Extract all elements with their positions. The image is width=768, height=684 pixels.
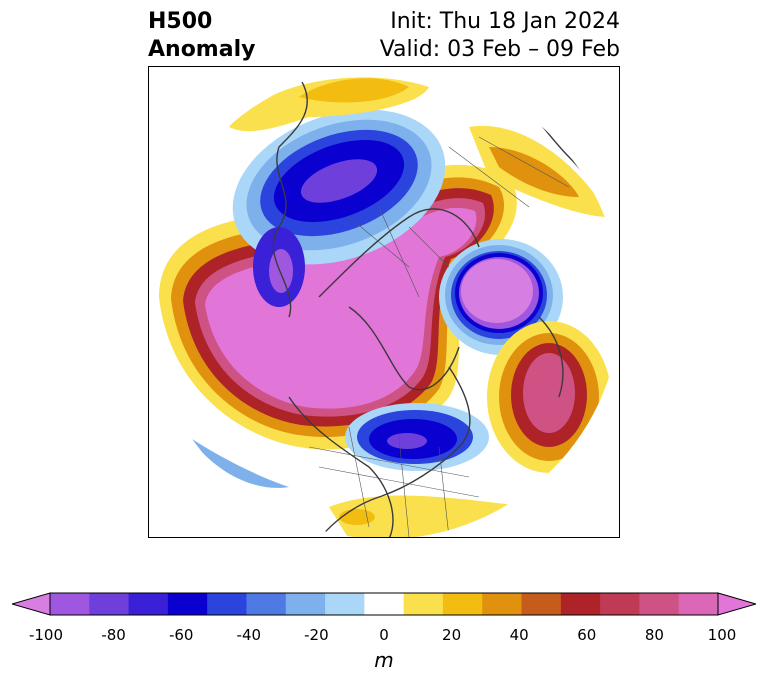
colorbar-tick-label: 100 xyxy=(707,626,737,644)
colorbar-tick-label: 0 xyxy=(379,626,389,644)
colorbar-swatch xyxy=(167,593,208,615)
colorbar-tick-label: -80 xyxy=(101,626,126,644)
borders xyxy=(308,136,570,537)
init-date: Init: Thu 18 Jan 2024 xyxy=(390,9,620,34)
colorbar-tick-label: 80 xyxy=(644,626,664,644)
colorbar-extend-max xyxy=(717,592,756,616)
anomaly-map xyxy=(148,66,620,538)
colorbar-tick-label: -60 xyxy=(168,626,194,644)
colorbar-tick-label: 60 xyxy=(577,626,597,644)
colorbar-swatch xyxy=(678,593,719,615)
colorbar-swatch xyxy=(207,593,247,615)
colorbar-swatch xyxy=(442,593,483,615)
colorbar-swatch xyxy=(128,593,169,615)
colorbar-swatch xyxy=(50,593,90,615)
colorbar-tick-label: -40 xyxy=(236,626,262,644)
colorbar-extend-min xyxy=(12,592,51,616)
colorbar xyxy=(12,592,756,616)
negative-anomaly-southwest xyxy=(189,437,289,488)
colorbar-swatch xyxy=(560,593,601,615)
colorbar-frame xyxy=(49,592,719,616)
valid-period: Valid: 03 Feb – 09 Feb xyxy=(379,37,620,62)
colorbar-swatch xyxy=(639,593,680,615)
positive-anomaly-arctic xyxy=(229,77,609,217)
map-title: H500 Anomaly xyxy=(148,8,255,64)
colorbar-swatch xyxy=(482,593,523,615)
colorbar-unit: m xyxy=(374,648,394,672)
title-line-1: H500 xyxy=(148,9,213,34)
positive-anomaly-pacific xyxy=(487,321,611,473)
colorbar-tick-label: -100 xyxy=(28,626,64,644)
negative-anomaly-north xyxy=(232,109,446,307)
title-line-2: Anomaly xyxy=(148,37,256,62)
forecast-dates: Init: Thu 18 Jan 2024 Valid: 03 Feb – 09… xyxy=(380,8,620,64)
colorbar-swatch xyxy=(600,593,640,615)
colorbar-tick-label: -20 xyxy=(304,626,329,644)
colorbar-swatch xyxy=(325,593,365,615)
negative-anomaly-east xyxy=(439,239,563,355)
colorbar-tick-label: 40 xyxy=(509,626,529,644)
anomaly-map-svg xyxy=(149,67,619,537)
colorbar-swatch xyxy=(89,593,130,615)
colorbar-swatch xyxy=(403,593,444,615)
negative-anomaly-namerica xyxy=(345,403,489,471)
colorbar-swatch xyxy=(285,593,326,615)
colorbar-swatch xyxy=(521,593,562,615)
colorbar-tick-label: 20 xyxy=(442,626,462,644)
colorbar-swatch xyxy=(246,593,287,615)
colorbar-swatch xyxy=(364,593,405,615)
